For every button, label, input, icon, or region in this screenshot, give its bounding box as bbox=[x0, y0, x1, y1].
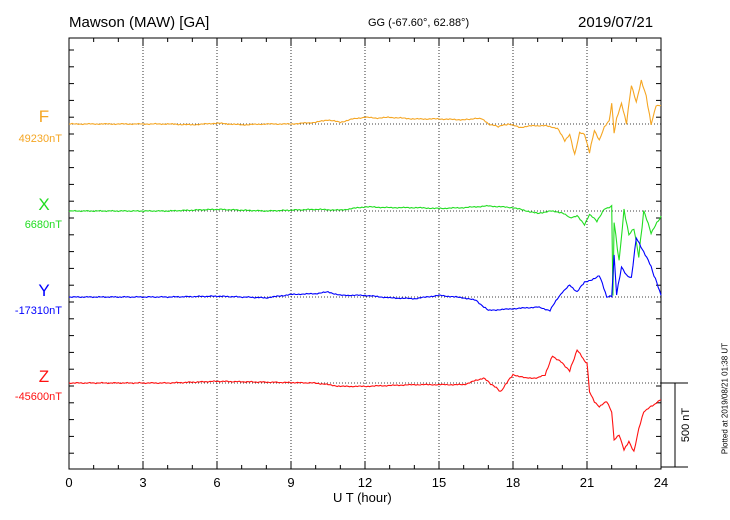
series-line-y bbox=[68, 236, 662, 312]
x-tick-label: 21 bbox=[579, 475, 595, 490]
series-line-z bbox=[68, 349, 662, 453]
scale-bar-label: 500 nT bbox=[680, 407, 692, 443]
x-tick-label: 6 bbox=[213, 475, 221, 490]
x-tick-label: 12 bbox=[357, 475, 373, 490]
coordinates-label: GG (-67.60°, 62.88°) bbox=[368, 17, 470, 29]
baseline-label-z: -45600nT bbox=[14, 391, 62, 403]
series-label-z: Z bbox=[38, 367, 50, 386]
series-label-y: Y bbox=[38, 281, 50, 300]
date-label: 2019/07/21 bbox=[578, 14, 654, 31]
x-tick-label: 18 bbox=[505, 475, 521, 490]
x-tick-label: 15 bbox=[431, 475, 447, 490]
series-line-f bbox=[68, 79, 662, 156]
plotted-note: Plotted at 2019/08/21 01:38 UT bbox=[720, 342, 730, 455]
series-label-f: F bbox=[38, 107, 50, 126]
x-tick-label: 0 bbox=[65, 475, 73, 490]
baseline-label-x: 6680nT bbox=[24, 219, 62, 231]
baseline-label-y: -17310nT bbox=[14, 305, 62, 317]
series-label-x: X bbox=[38, 195, 50, 214]
x-tick-label: 3 bbox=[139, 475, 147, 490]
baseline-label-f: 49230nT bbox=[18, 133, 62, 145]
x-axis-label: U T (hour) bbox=[333, 490, 392, 505]
series-line-x bbox=[68, 204, 662, 296]
x-tick-label: 9 bbox=[287, 475, 295, 490]
station-title: Mawson (MAW) [GA] bbox=[69, 14, 210, 31]
x-tick-label: 24 bbox=[653, 475, 669, 490]
